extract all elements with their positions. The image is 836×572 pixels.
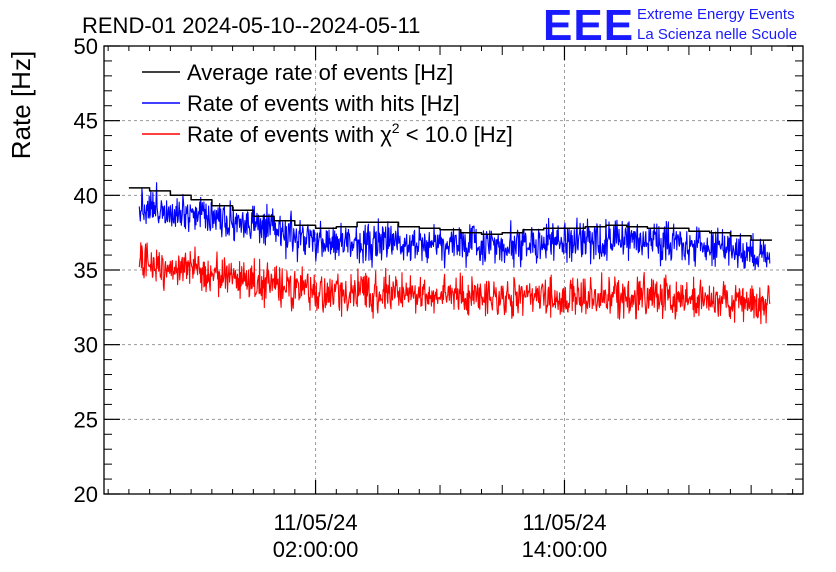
axis-ticks (104, 45, 803, 495)
x-tick-date-label: 11/05/24 (274, 510, 358, 535)
y-tick-label: 50 (74, 34, 98, 59)
legend-chi-symbol: χ (380, 122, 392, 147)
x-tick-time-label: 02:00:00 (273, 537, 359, 562)
legend-chi-exponent: 2 (392, 120, 400, 136)
y-axis-label: Rate [Hz] (6, 51, 36, 159)
chart-title: REND-01 2024-05-10--2024-05-11 (82, 13, 420, 38)
series-line-0 (128, 187, 772, 241)
legend-avg-label: Average rate of events [Hz] (187, 60, 453, 85)
legend-chi-suffix: < 10.0 [Hz] (400, 122, 513, 147)
series-layer (128, 182, 772, 325)
eee-logo: EEE Extreme Energy Events La Scienza nel… (543, 1, 797, 50)
tick-labels: 2025303540455011/05/2402:00:0011/05/2414… (74, 34, 608, 562)
legend-chi-prefix: Rate of events with (187, 122, 380, 147)
logo-mark: EEE (543, 1, 634, 50)
legend-chi-label: Rate of events with χ2 < 10.0 [Hz] (187, 120, 513, 147)
x-tick-date-label: 11/05/24 (522, 510, 606, 535)
y-tick-label: 20 (74, 482, 98, 507)
y-tick-label: 25 (74, 407, 98, 432)
series-line-2 (138, 242, 771, 325)
legend: Average rate of events [Hz] Rate of even… (142, 60, 513, 147)
series-line-1 (138, 182, 771, 271)
logo-line-2: La Scienza nelle Scuole (637, 26, 797, 43)
y-tick-label: 35 (74, 258, 98, 283)
y-tick-label: 30 (74, 333, 98, 358)
logo-line-1: Extreme Energy Events (637, 6, 795, 23)
legend-hits-label: Rate of events with hits [Hz] (187, 91, 460, 116)
y-tick-label: 40 (74, 183, 98, 208)
x-tick-time-label: 14:00:00 (522, 537, 608, 562)
grid-lines (104, 46, 803, 494)
y-tick-label: 45 (74, 109, 98, 134)
